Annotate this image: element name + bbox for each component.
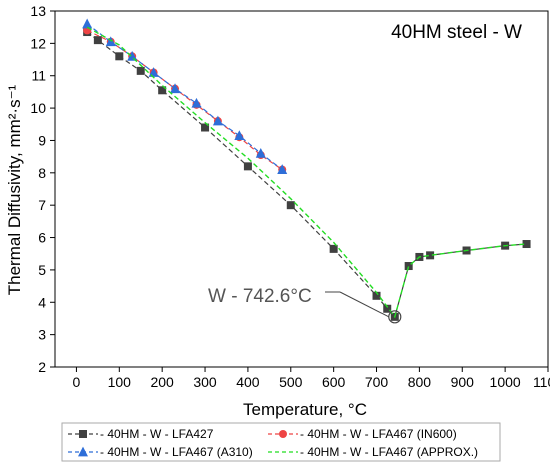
y-tick-label: 7 — [38, 197, 46, 213]
legend-label: - 40HM - W - LFA427 — [100, 427, 214, 441]
x-tick-label: 800 — [408, 374, 432, 390]
y-tick-label: 2 — [38, 359, 46, 375]
y-tick-label: 3 — [38, 327, 46, 343]
legend-entry: - 40HM - W - LFA467 (A310) — [68, 445, 253, 459]
data-point — [286, 201, 295, 210]
data-point — [383, 304, 392, 313]
data-point — [158, 86, 167, 95]
legend-entry: - 40HM - W - LFA467 (APPROX.) — [268, 445, 478, 459]
annotation-leader-b — [339, 291, 390, 318]
x-tick-label: 200 — [150, 374, 174, 390]
x-tick-label: 100 — [108, 374, 132, 390]
series — [82, 18, 288, 174]
plot-frame — [54, 10, 549, 368]
y-tick-label: 8 — [38, 165, 46, 181]
data-point — [127, 50, 138, 61]
series — [83, 26, 287, 174]
data-point — [78, 446, 88, 457]
y-tick-label: 12 — [30, 35, 46, 51]
y-tick-label: 10 — [30, 100, 46, 116]
legend-label: - 40HM - W - LFA467 (IN600) — [300, 427, 457, 441]
annotation-marker — [388, 310, 402, 324]
series — [86, 26, 527, 319]
annotation-label: W - 742.6°C — [208, 286, 312, 307]
x-tick-label: 300 — [193, 374, 217, 390]
data-point — [201, 123, 210, 132]
x-tick-label: 0 — [73, 374, 81, 390]
y-tick-label: 4 — [38, 294, 46, 310]
data-point — [372, 291, 381, 300]
series-line — [86, 23, 283, 171]
data-point — [170, 83, 181, 94]
legend-entry: - 40HM - W - LFA427 — [68, 427, 214, 441]
legend-entry: - 40HM - W - LFA467 (IN600) — [268, 427, 457, 441]
legend-label: - 40HM - W - LFA467 (APPROX.) — [300, 445, 478, 459]
data-point — [404, 262, 413, 271]
legend: - 40HM - W - LFA427 - 40HM - W - LFA467 (… — [61, 422, 501, 462]
y-axis-title: Thermal Diffusivity, mm²·s⁻¹ — [5, 84, 24, 295]
x-tick-label: 600 — [322, 374, 346, 390]
legend-box — [61, 422, 501, 462]
series-line — [86, 31, 527, 319]
data-point — [191, 97, 202, 108]
x-tick-label: 1100 — [533, 374, 550, 390]
data-point — [255, 148, 266, 158]
x-tick-label: 900 — [451, 374, 475, 390]
data-point — [277, 164, 288, 174]
data-point — [93, 36, 102, 45]
data-point — [105, 36, 116, 47]
series-line — [86, 26, 527, 319]
x-axis-title: Temperature, °C — [243, 400, 367, 419]
data-point — [234, 130, 245, 140]
x-tick-label: 400 — [236, 374, 260, 390]
data-point — [279, 430, 287, 438]
data-point — [243, 162, 252, 171]
annotation: W - 742.6°C — [208, 286, 402, 324]
y-tick-label: 13 — [30, 3, 46, 19]
y-tick-label: 5 — [38, 262, 46, 278]
series-line — [86, 29, 283, 171]
data-point — [79, 430, 87, 438]
x-tick-label: 500 — [279, 374, 303, 390]
data-point — [136, 66, 145, 75]
data-point — [115, 52, 124, 61]
axis-ticks: 0 100 200 300 400 500 600 700 800 900 1000 1100 2 3 4 5… — [30, 3, 550, 390]
data-point — [426, 251, 435, 260]
x-tick-label: 700 — [365, 374, 389, 390]
data-point — [329, 244, 338, 253]
chart-title: 40HM steel - W — [391, 22, 522, 43]
x-tick-label: 1000 — [490, 374, 521, 390]
y-tick-label: 6 — [38, 230, 46, 246]
y-tick-label: 9 — [38, 132, 46, 148]
data-point — [212, 115, 223, 126]
legend-label: - 40HM - W - LFA467 (A310) — [100, 445, 253, 459]
data-point — [82, 18, 93, 29]
series-layer — [82, 18, 531, 321]
data-point — [522, 240, 531, 249]
y-tick-label: 11 — [31, 68, 46, 84]
